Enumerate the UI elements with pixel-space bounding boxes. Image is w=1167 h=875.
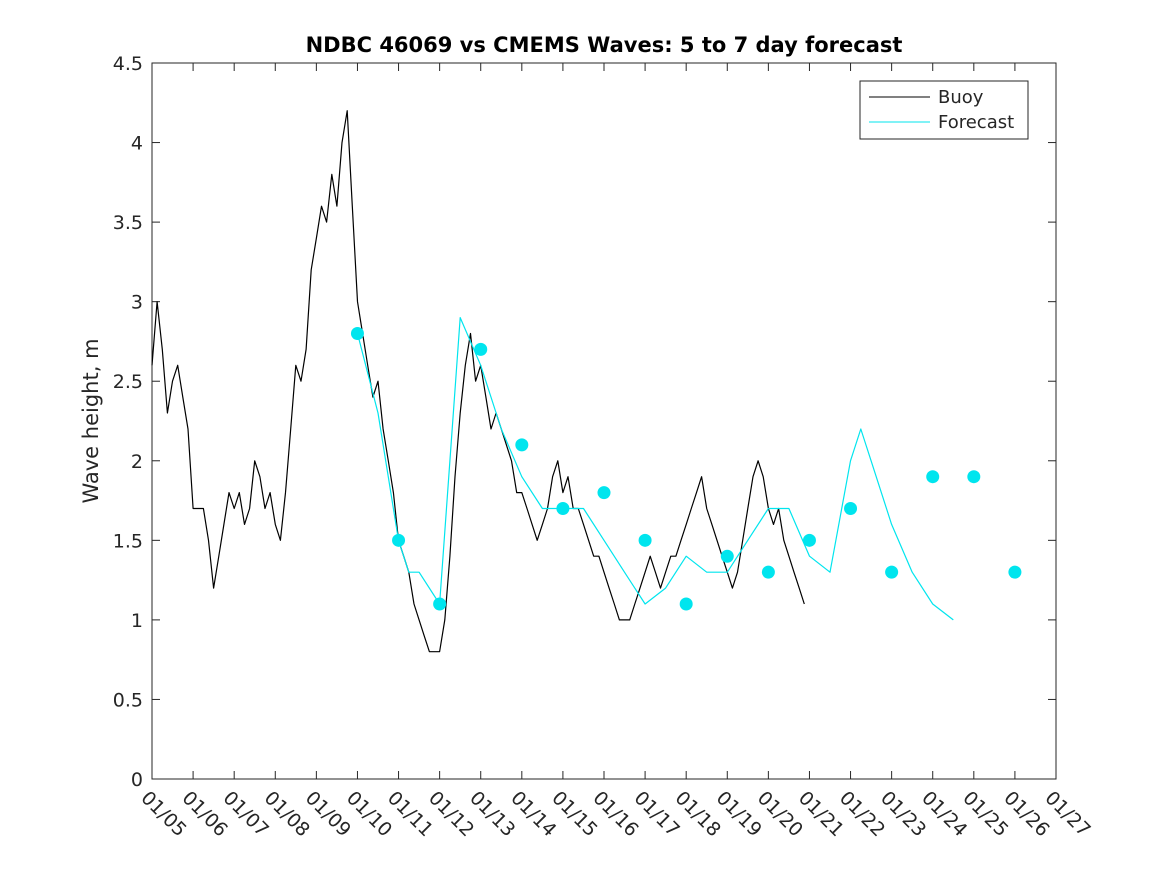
y-tick-label: 2.5 [113,371,143,393]
legend-label-forecast: Forecast [938,112,1014,133]
series-layer [151,110,1022,653]
forecast-marker-point [350,326,364,340]
forecast-marker-point [515,438,529,452]
series-line-forecast [356,317,954,621]
legend-label-buoy: Buoy [938,87,984,108]
y-tick-label: 3 [131,292,143,314]
forecast-marker-point [967,470,981,484]
y-tick-label: 2 [131,451,143,473]
y-tick-label: 1 [131,610,143,632]
y-tick-label: 4.5 [113,53,143,75]
chart-title: NDBC 46069 vs CMEMS Waves: 5 to 7 day fo… [306,33,903,57]
forecast-marker-point [556,502,570,516]
y-tick-label: 4 [131,133,143,155]
plot-area [151,62,1057,780]
y-tick-label: 0 [131,769,143,791]
forecast-marker-point [679,597,693,611]
forecast-marker-point [1008,565,1022,579]
y-tick-label: 1.5 [113,530,143,552]
forecast-marker-point [802,533,816,547]
legend: Buoy Forecast [859,80,1029,140]
series-line-buoy [151,110,805,653]
forecast-marker-point [474,342,488,356]
y-tick-label: 3.5 [113,212,143,234]
forecast-marker-point [761,565,775,579]
y-tick-label: 0.5 [113,689,143,711]
forecast-marker-point [597,486,611,500]
y-axis-label: Wave height, m [79,338,103,503]
forecast-marker-point [844,502,858,516]
forecast-marker-point [720,549,734,563]
forecast-marker-point [638,533,652,547]
forecast-marker-point [392,533,406,547]
forecast-marker-point [926,470,940,484]
forecast-marker-point [885,565,899,579]
legend-box [859,80,1029,140]
forecast-marker-point [433,597,447,611]
